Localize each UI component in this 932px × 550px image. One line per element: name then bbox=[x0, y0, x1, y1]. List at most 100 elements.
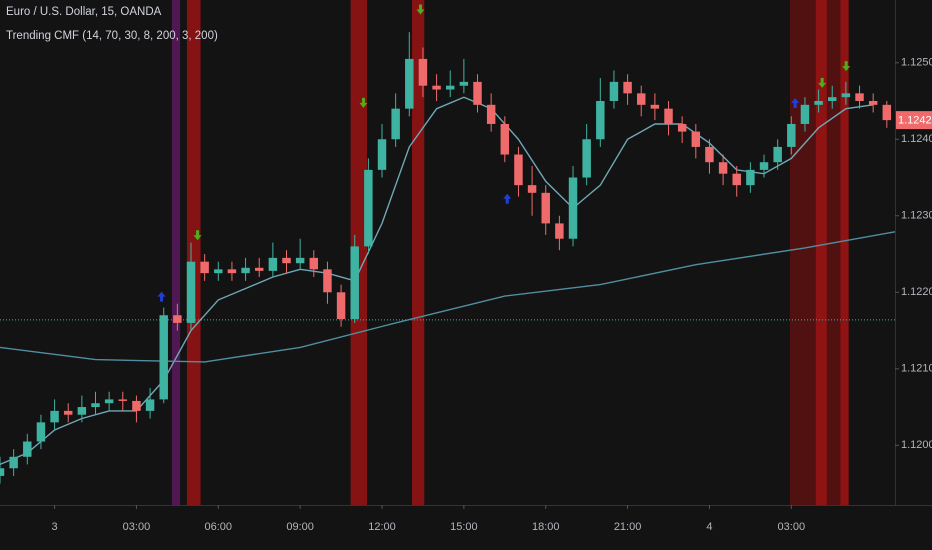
x-tick-label: 3 bbox=[52, 521, 58, 533]
signal-band bbox=[171, 0, 181, 505]
y-tick-label: 1.12100 bbox=[901, 363, 932, 375]
candle-body bbox=[364, 169, 373, 247]
candle-body bbox=[377, 139, 387, 170]
candle-body bbox=[882, 104, 892, 121]
candle-body bbox=[609, 81, 619, 101]
candle-body bbox=[350, 246, 359, 320]
candle-body bbox=[241, 267, 250, 274]
candle-body bbox=[50, 410, 59, 423]
candle-body bbox=[309, 257, 319, 270]
candle-body bbox=[596, 101, 605, 140]
candle-body bbox=[732, 173, 741, 186]
candle-body bbox=[173, 315, 182, 323]
candle-body bbox=[254, 267, 264, 271]
y-tick-label: 1.12200 bbox=[901, 286, 932, 298]
candle-body bbox=[186, 261, 196, 323]
sell-signal bbox=[818, 77, 827, 88]
plot-area bbox=[0, 0, 896, 505]
candle-body bbox=[814, 101, 823, 105]
signal-band bbox=[412, 0, 425, 505]
x-tick-label: 15:00 bbox=[450, 521, 478, 533]
candle-body bbox=[63, 410, 73, 415]
candle-body bbox=[555, 223, 564, 239]
candle-body bbox=[36, 422, 46, 442]
moving-average bbox=[0, 231, 896, 363]
candle-body bbox=[200, 261, 209, 274]
candle-body bbox=[91, 403, 100, 408]
candle-body bbox=[473, 81, 482, 105]
candle-body bbox=[323, 269, 332, 293]
candle-body bbox=[773, 146, 782, 163]
candle-body bbox=[787, 123, 796, 147]
y-tick-label: 1.12000 bbox=[901, 439, 932, 451]
sell-signal bbox=[359, 97, 368, 108]
candle-body bbox=[336, 292, 346, 320]
candle-body bbox=[746, 169, 755, 186]
x-tick-label: 4 bbox=[706, 521, 712, 533]
signal-band bbox=[840, 0, 849, 505]
candle-body bbox=[486, 104, 496, 124]
x-tick-label: 12:00 bbox=[368, 521, 396, 533]
y-tick-label: 1.12500 bbox=[901, 57, 932, 69]
candle-body bbox=[405, 58, 414, 109]
candle-body bbox=[759, 162, 769, 170]
moving-average bbox=[0, 96, 874, 466]
candle-body bbox=[132, 400, 141, 411]
candle-body bbox=[568, 177, 578, 239]
sell-signal bbox=[193, 230, 202, 241]
candle-body bbox=[0, 468, 5, 476]
candle-body bbox=[104, 399, 114, 404]
candle-body bbox=[868, 101, 878, 105]
x-tick-label: 21:00 bbox=[614, 521, 642, 533]
candle-body bbox=[23, 441, 32, 457]
candle-body bbox=[718, 162, 728, 174]
buy-signal bbox=[157, 291, 166, 302]
candle-body bbox=[527, 185, 537, 193]
candle-body bbox=[268, 257, 278, 271]
last-price-tag bbox=[896, 111, 932, 130]
candle-body bbox=[445, 85, 455, 90]
candle-body bbox=[623, 81, 632, 94]
buy-signal bbox=[791, 98, 800, 109]
x-tick-label: 18:00 bbox=[532, 521, 560, 533]
candle-body bbox=[800, 104, 810, 124]
candle-body bbox=[841, 93, 851, 98]
candle-body bbox=[282, 257, 291, 264]
candle-body bbox=[514, 154, 523, 186]
last-price-label: 1.12425 bbox=[898, 115, 932, 127]
candle-body bbox=[705, 146, 714, 163]
candle-body bbox=[214, 269, 223, 274]
candle-body bbox=[459, 81, 469, 86]
candle-body bbox=[828, 97, 837, 101]
y-tick-label: 1.12300 bbox=[901, 210, 932, 222]
indicator-title: Trending CMF (14, 70, 30, 8, 200, 3, 200… bbox=[6, 30, 218, 42]
sell-signal bbox=[416, 4, 425, 15]
candle-body bbox=[391, 108, 400, 140]
buy-signal bbox=[503, 193, 512, 204]
y-tick-label: 1.12400 bbox=[901, 133, 932, 145]
candle-body bbox=[159, 315, 168, 400]
candle-body bbox=[145, 399, 155, 411]
candle-body bbox=[664, 108, 673, 124]
x-tick-label: 03:00 bbox=[778, 521, 806, 533]
x-tick-label: 09:00 bbox=[286, 521, 314, 533]
sell-signal bbox=[842, 61, 851, 72]
candle-body bbox=[500, 123, 510, 155]
x-tick-label: 03:00 bbox=[123, 521, 151, 533]
candle-body bbox=[677, 123, 687, 132]
candle-body bbox=[418, 58, 428, 86]
signal-band bbox=[186, 0, 201, 505]
candle-body bbox=[637, 93, 646, 105]
candle-body bbox=[118, 399, 128, 401]
candle-body bbox=[432, 85, 441, 90]
candle-body bbox=[650, 104, 660, 109]
candle-body bbox=[541, 192, 550, 224]
signal-band bbox=[815, 0, 827, 505]
candle-body bbox=[77, 407, 87, 415]
candle-body bbox=[9, 456, 18, 469]
candle-body bbox=[691, 131, 701, 147]
x-tick-label: 06:00 bbox=[205, 521, 233, 533]
